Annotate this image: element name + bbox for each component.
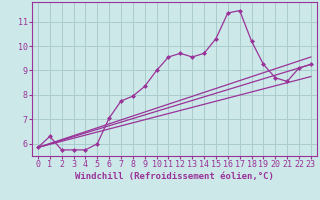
X-axis label: Windchill (Refroidissement éolien,°C): Windchill (Refroidissement éolien,°C) bbox=[75, 172, 274, 181]
